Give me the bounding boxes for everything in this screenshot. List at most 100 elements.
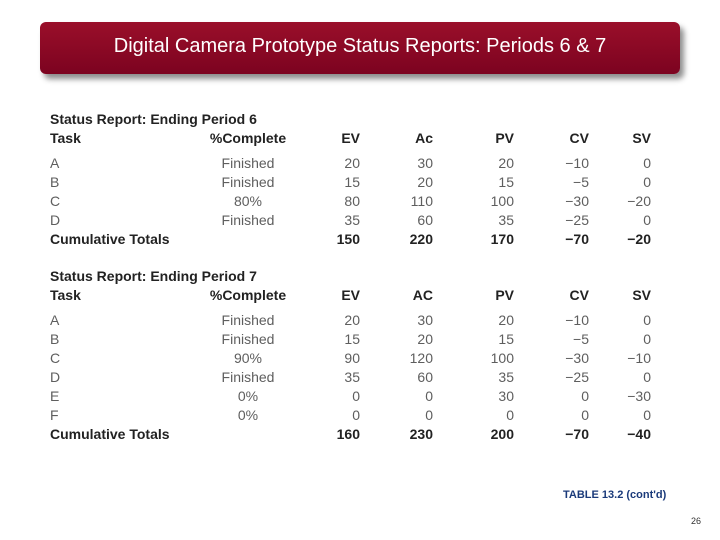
- cell-pct: 80%: [233, 193, 263, 209]
- cell-sv: −10: [627, 350, 651, 366]
- cell-task: C: [50, 193, 61, 209]
- cell-sv: 0: [643, 407, 651, 423]
- cell-cv: −5: [573, 331, 589, 347]
- cell-ev: 35: [344, 369, 360, 385]
- cell-ac: 60: [417, 369, 433, 385]
- cell-ev: 160: [336, 426, 360, 442]
- cell-sv: 0: [643, 369, 651, 385]
- cell-task: D: [50, 369, 61, 385]
- page-number: 26: [690, 516, 701, 526]
- cell-ev: 20: [344, 312, 360, 328]
- cell-ac: 30: [417, 312, 433, 328]
- table-header-row: Task %Complete EV Ac PV CV SV: [50, 129, 670, 148]
- cell-sv: −20: [627, 231, 651, 247]
- cell-sv: 0: [643, 312, 651, 328]
- table-heading-row: Status Report: Ending Period 6: [50, 110, 670, 129]
- table-row: B Finished 15 20 15 −5 0: [50, 330, 670, 349]
- cell-pv: 100: [490, 193, 514, 209]
- cell-ev: EV: [341, 130, 360, 146]
- totals-row: Cumulative Totals 150 220 170 −70 −20: [50, 230, 670, 249]
- table-heading-row: Status Report: Ending Period 7: [50, 267, 670, 286]
- cell-pv: PV: [495, 287, 514, 303]
- cell-pct: Finished: [221, 212, 275, 228]
- cell-task: Cumulative Totals: [50, 231, 170, 247]
- cell-task: A: [50, 155, 60, 171]
- table-caption: TABLE 13.2 (cont'd): [563, 489, 667, 501]
- cell-pv: 200: [490, 426, 514, 442]
- table-row: E 0% 0 0 30 0 −30: [50, 387, 670, 406]
- cell-ev: 0: [352, 407, 360, 423]
- table-row: A Finished 20 30 20 −10 0: [50, 311, 670, 330]
- cell-pct: Finished: [221, 312, 275, 328]
- cell-ac: 60: [417, 212, 433, 228]
- cell-ev: 80: [344, 193, 360, 209]
- cell-task: B: [50, 174, 60, 190]
- cell-pv: 170: [490, 231, 514, 247]
- cell-pv: 30: [498, 388, 514, 404]
- cell-task: C: [50, 350, 61, 366]
- cell-cv: −10: [565, 155, 589, 171]
- cell-ac: 120: [409, 350, 433, 366]
- cell-ac: AC: [412, 287, 433, 303]
- cell-pv: 35: [498, 369, 514, 385]
- cell-pct: Finished: [221, 331, 275, 347]
- cell-cv: −70: [565, 231, 589, 247]
- cell-cv: −30: [565, 193, 589, 209]
- table-row: D Finished 35 60 35 −25 0: [50, 368, 670, 387]
- status-table: Status Report: Ending Period 7 Task %Compl…: [50, 267, 670, 444]
- cell-cv: −30: [565, 350, 589, 366]
- cell-sv: −20: [627, 193, 651, 209]
- cell-ac: Ac: [415, 130, 433, 146]
- cell-sv: 0: [643, 155, 651, 171]
- cell-sv: 0: [643, 331, 651, 347]
- cell-ac: 110: [410, 193, 433, 209]
- cell-cv: CV: [569, 130, 589, 146]
- cell-ac: 220: [409, 231, 433, 247]
- cell-task: E: [50, 388, 60, 404]
- cell-ev: 90: [344, 350, 360, 366]
- cell-ac: 30: [417, 155, 433, 171]
- cell-ev: 20: [344, 155, 360, 171]
- cell-cv: −25: [565, 212, 589, 228]
- cell-pv: 15: [498, 331, 514, 347]
- table-heading: Status Report: Ending Period 6: [50, 111, 257, 127]
- totals-row: Cumulative Totals 160 230 200 −70 −40: [50, 425, 670, 444]
- cell-ev: EV: [341, 287, 360, 303]
- cell-ac: 20: [417, 331, 433, 347]
- cell-sv: −30: [627, 388, 651, 404]
- cell-pv: 20: [498, 155, 514, 171]
- cell-task: Task: [50, 287, 81, 303]
- cell-sv: SV: [632, 130, 651, 146]
- table-row: B Finished 15 20 15 −5 0: [50, 173, 670, 192]
- cell-ac: 230: [409, 426, 433, 442]
- cell-ev: 0: [352, 388, 360, 404]
- cell-task: Task: [50, 130, 81, 146]
- table-row: A Finished 20 30 20 −10 0: [50, 154, 670, 173]
- cell-task: B: [50, 331, 60, 347]
- cell-pct: Finished: [221, 174, 275, 190]
- cell-pct: 0%: [237, 407, 259, 423]
- cell-pv: 35: [498, 212, 514, 228]
- table-header-row: Task %Complete EV AC PV CV SV: [50, 286, 670, 305]
- table-heading: Status Report: Ending Period 7: [50, 268, 257, 284]
- cell-cv: CV: [569, 287, 589, 303]
- cell-pv: 100: [490, 350, 514, 366]
- cell-ev: 35: [344, 212, 360, 228]
- cell-pv: 0: [506, 407, 514, 423]
- cell-task: F: [50, 407, 59, 423]
- slide-title: Digital Camera Prototype Status Reports:…: [113, 35, 607, 57]
- cell-pct: %Complete: [209, 287, 287, 303]
- cell-pct: Finished: [221, 369, 275, 385]
- cell-ev: 150: [336, 231, 360, 247]
- title-banner: Digital Camera Prototype Status Reports:…: [40, 22, 680, 74]
- cell-cv: 0: [581, 388, 589, 404]
- table-row: D Finished 35 60 35 −25 0: [50, 211, 670, 230]
- cell-sv: −40: [627, 426, 651, 442]
- cell-pct: Finished: [221, 155, 275, 171]
- cell-pct: %Complete: [209, 130, 287, 146]
- cell-pct: 90%: [233, 350, 263, 366]
- cell-ev: 15: [344, 174, 360, 190]
- cell-cv: 0: [581, 407, 589, 423]
- cell-task: Cumulative Totals: [50, 426, 170, 442]
- cell-sv: 0: [643, 174, 651, 190]
